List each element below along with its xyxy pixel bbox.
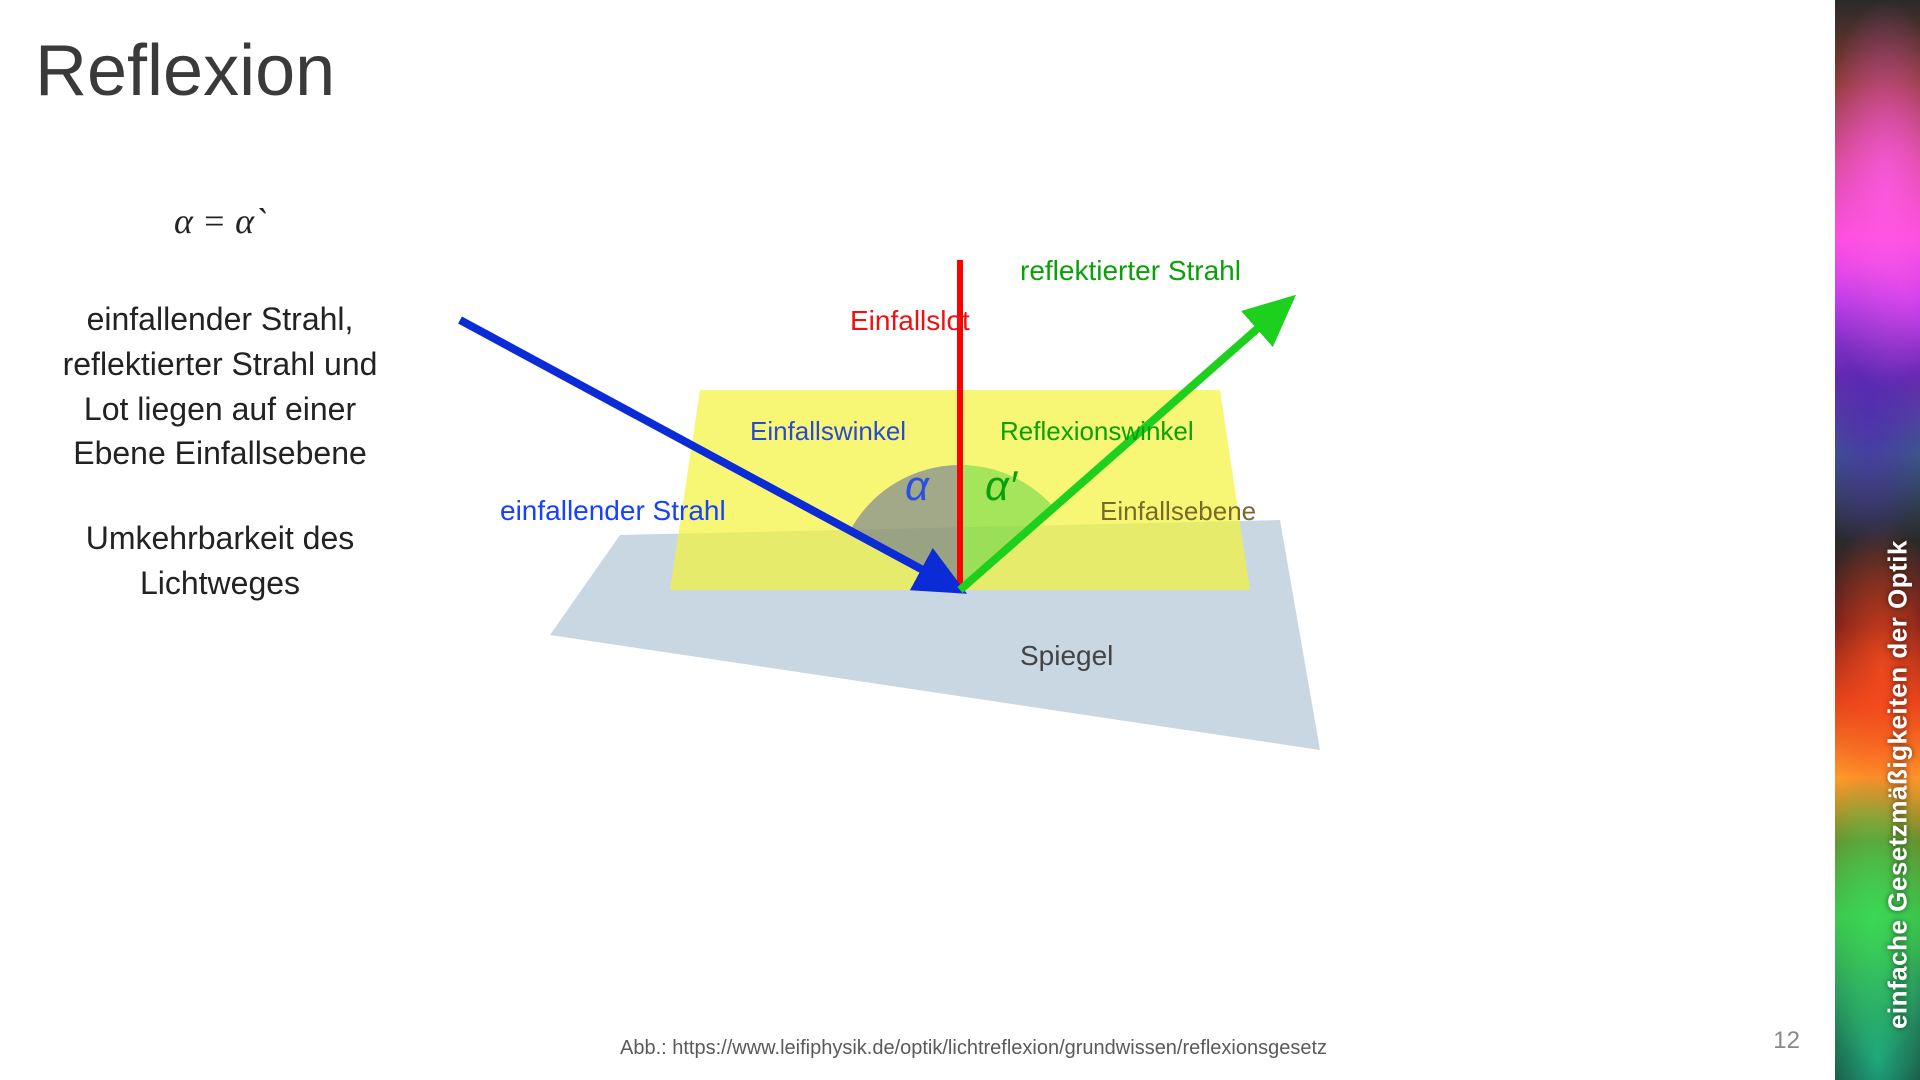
sidebar-label: einfache Gesetzmäßigkeiten der Optik [1883, 540, 1914, 1029]
slide-title: Reflexion [35, 30, 335, 112]
page-number: 12 [1773, 1027, 1800, 1055]
svg-text:α′: α′ [985, 462, 1019, 509]
svg-text:reflektierter Strahl: reflektierter Strahl [1020, 255, 1241, 286]
svg-text:Einfallslot: Einfallslot [850, 305, 970, 336]
text-paragraph-1: einfallender Strahl, reflektierter Strah… [40, 297, 400, 476]
svg-text:α: α [905, 462, 930, 509]
formula: α = α` [40, 200, 400, 242]
figure-caption: Abb.: https://www.leifiphysik.de/optik/l… [620, 1037, 1327, 1060]
decorative-sidebar: einfache Gesetzmäßigkeiten der Optik [1835, 0, 1920, 1080]
svg-text:Einfallswinkel: Einfallswinkel [750, 416, 906, 446]
left-text-block: α = α` einfallender Strahl, reflektierte… [40, 200, 400, 606]
svg-text:einfallender Strahl: einfallender Strahl [500, 495, 726, 526]
svg-text:Spiegel: Spiegel [1020, 640, 1113, 671]
text-paragraph-2: Umkehrbarkeit des Lichtweges [40, 516, 400, 606]
svg-text:Reflexionswinkel: Reflexionswinkel [1000, 416, 1194, 446]
reflection-diagram: Einfallslot reflektierter Strahl einfallen… [420, 220, 1320, 780]
svg-text:Einfallsebene: Einfallsebene [1100, 496, 1256, 526]
